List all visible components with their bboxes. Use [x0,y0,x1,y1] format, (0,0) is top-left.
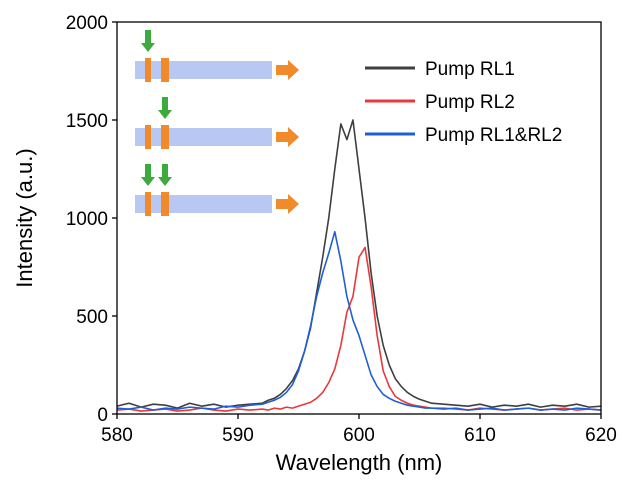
x-tick-label: 600 [343,425,375,446]
fiber-row [135,30,299,82]
y-tick-label: 1000 [66,209,108,230]
y-tick-label: 0 [97,405,108,426]
y-tick-label: 500 [76,307,108,328]
fiber-row [135,97,299,149]
fiber-row [135,164,299,216]
x-tick-label: 610 [464,425,496,446]
x-tick-label: 590 [222,425,254,446]
inset-schematic [135,30,299,216]
y-tick-label: 2000 [66,13,108,34]
legend-label: Pump RL1 [425,59,515,80]
x-axis-title: Wavelength (nm) [276,450,443,475]
x-tick-label: 620 [585,425,617,446]
legend-label: Pump RL1&RL2 [425,125,562,146]
data-line [116,246,602,412]
data-line [116,230,602,411]
plot-frame [116,21,602,415]
legend-label: Pump RL2 [425,92,515,113]
y-axis-title: Intensity (a.u.) [12,148,37,287]
x-tick-label: 580 [101,425,133,446]
legend: Pump RL1 Pump RL2 Pump RL1&RL2 [365,59,562,146]
y-tick-label: 1500 [66,111,108,132]
data-line [116,119,602,409]
plot-lines [116,119,602,412]
